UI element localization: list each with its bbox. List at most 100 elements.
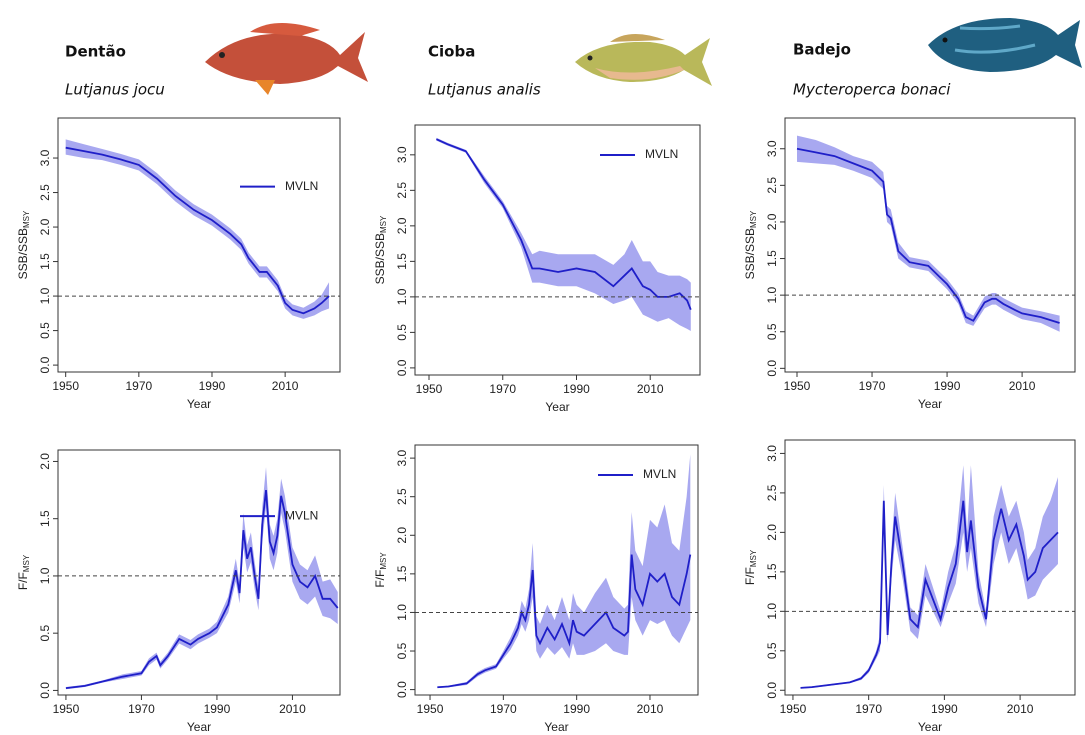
species-name: Cioba	[428, 43, 475, 61]
y-axis-label-main: F/F	[16, 572, 30, 590]
y-tick-label: 0.5	[38, 625, 52, 642]
y-tick-label: 2.0	[38, 453, 52, 470]
uncertainty-band	[801, 465, 1058, 688]
y-axis-label-main: F/F	[743, 567, 757, 585]
legend-label: MVLN	[285, 508, 318, 522]
y-tick-label: 0.0	[395, 681, 409, 698]
plot-frame	[415, 125, 700, 375]
y-axis-label: SSB/SSBMSY	[743, 210, 758, 279]
uncertainty-band	[66, 467, 338, 689]
uncertainty-band	[437, 454, 690, 688]
y-axis-label: F/FMSY	[16, 554, 31, 590]
y-axis-label-sub: MSY	[22, 210, 31, 228]
y-tick-label: 2.0	[38, 218, 52, 235]
species-scientific: Lutjanus analis	[428, 81, 541, 99]
y-axis-label-main: SSB/SSB	[743, 228, 757, 279]
x-tick-label: 1970	[489, 382, 516, 396]
x-tick-label: 1950	[52, 379, 79, 393]
fish-illustration	[928, 18, 1082, 72]
y-axis-label: F/FMSY	[373, 552, 388, 588]
x-tick-label: 1950	[417, 702, 444, 716]
y-tick-label: 1.5	[395, 565, 409, 582]
legend-label: MVLN	[643, 467, 676, 481]
y-tick-label: 3.0	[765, 140, 779, 157]
x-tick-label: 2010	[637, 702, 664, 716]
y-tick-label: 1.5	[765, 250, 779, 267]
y-tick-label: 0.0	[38, 682, 52, 699]
x-tick-label: 1990	[204, 702, 231, 716]
x-tick-label: 2010	[1009, 379, 1036, 393]
x-axis-label: Year	[918, 397, 942, 411]
x-tick-label: 1950	[416, 382, 443, 396]
y-tick-label: 0.0	[765, 682, 779, 699]
y-tick-label: 0.0	[395, 359, 409, 376]
y-tick-label: 2.5	[395, 488, 409, 505]
x-tick-label: 1990	[931, 702, 958, 716]
y-tick-label: 2.0	[395, 217, 409, 234]
y-tick-label: 1.5	[395, 253, 409, 270]
y-tick-label: 0.0	[765, 360, 779, 377]
y-tick-label: 3.0	[395, 449, 409, 466]
y-tick-label: 2.5	[765, 177, 779, 194]
x-tick-label: 1950	[784, 379, 811, 393]
y-tick-label: 1.5	[38, 253, 52, 270]
x-tick-label: 2010	[1007, 702, 1034, 716]
y-axis-label-sub: MSY	[379, 215, 388, 233]
x-tick-label: 1970	[490, 702, 517, 716]
uncertainty-band	[797, 136, 1060, 332]
x-axis-label: Year	[545, 400, 569, 414]
y-tick-label: 1.0	[38, 567, 52, 584]
y-tick-label: 0.5	[38, 322, 52, 339]
uncertainty-band	[66, 139, 329, 318]
y-tick-label: 2.5	[395, 182, 409, 199]
x-axis-label: Year	[544, 720, 568, 734]
y-axis-label-main: SSB/SSB	[16, 228, 30, 279]
y-axis-label-sub: MSY	[749, 210, 758, 228]
x-tick-label: 2010	[272, 379, 299, 393]
y-tick-label: 0.0	[38, 356, 52, 373]
y-axis-label: SSB/SSBMSY	[16, 210, 31, 279]
x-axis-label: Year	[187, 397, 211, 411]
x-axis-label: Year	[918, 720, 942, 734]
figure: Dentão Lutjanus jocu Cioba Lutjanus anal…	[0, 0, 1085, 735]
uncertainty-band	[436, 138, 690, 331]
x-tick-label: 1970	[859, 379, 886, 393]
y-tick-label: 2.0	[765, 213, 779, 230]
y-tick-label: 0.5	[765, 642, 779, 659]
y-tick-label: 3.0	[765, 445, 779, 462]
x-tick-label: 1970	[855, 702, 882, 716]
y-tick-label: 0.5	[395, 324, 409, 341]
y-axis-label-sub: MSY	[22, 554, 31, 572]
species-name: Badejo	[793, 41, 851, 59]
y-tick-label: 2.5	[765, 484, 779, 501]
y-axis-label-sub: MSY	[749, 549, 758, 567]
x-tick-label: 1970	[125, 379, 152, 393]
y-tick-label: 0.5	[765, 323, 779, 340]
y-tick-label: 1.5	[38, 510, 52, 527]
y-axis-label-main: F/F	[373, 570, 387, 588]
y-tick-label: 2.0	[765, 524, 779, 541]
x-axis-label: Year	[187, 720, 211, 734]
fish-illustration	[205, 23, 368, 95]
species-name: Dentão	[65, 43, 126, 61]
y-tick-label: 2.5	[38, 184, 52, 201]
y-tick-label: 1.0	[765, 286, 779, 303]
legend-label: MVLN	[285, 179, 318, 193]
y-axis-label: SSB/SSBMSY	[373, 215, 388, 284]
fish-illustration	[575, 34, 712, 86]
y-tick-label: 1.0	[38, 287, 52, 304]
species-scientific: Lutjanus jocu	[65, 81, 165, 99]
y-tick-label: 3.0	[38, 149, 52, 166]
x-tick-label: 1990	[934, 379, 961, 393]
y-tick-label: 1.5	[765, 563, 779, 580]
x-tick-label: 1970	[128, 702, 155, 716]
y-tick-label: 3.0	[395, 146, 409, 163]
species-scientific: Mycteroperca bonaci	[793, 81, 951, 99]
y-axis-label: F/FMSY	[743, 549, 758, 585]
x-tick-label: 2010	[637, 382, 664, 396]
y-axis-label-sub: MSY	[379, 552, 388, 570]
series-line	[66, 148, 329, 314]
x-tick-label: 1990	[199, 379, 226, 393]
y-tick-label: 2.0	[395, 527, 409, 544]
legend-label: MVLN	[645, 147, 678, 161]
